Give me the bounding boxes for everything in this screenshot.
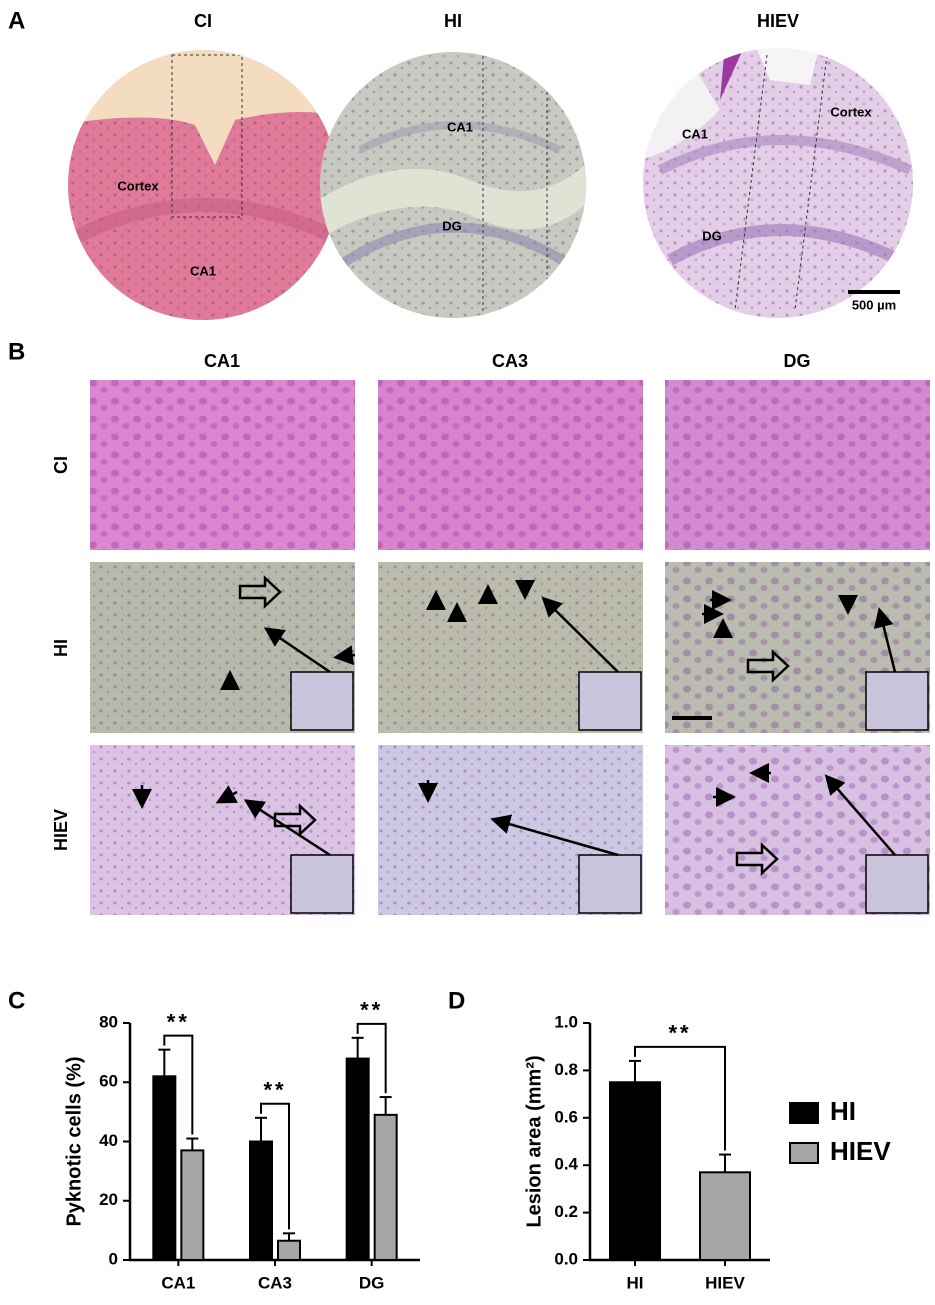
- x-tick-label: HIEV: [705, 1273, 745, 1292]
- region-label: CA1: [190, 263, 216, 278]
- micrograph-grid: [90, 380, 930, 915]
- significance-label: **: [360, 998, 383, 1023]
- micrograph: [320, 52, 586, 318]
- x-tick-label: DG: [359, 1273, 385, 1292]
- region-label: DG: [702, 228, 722, 243]
- bar: [277, 1239, 301, 1262]
- x-tick-label: HI: [627, 1273, 644, 1292]
- region-label: CA1: [447, 119, 473, 134]
- region-label: Cortex: [830, 104, 872, 119]
- significance-label: **: [668, 1021, 691, 1046]
- y-tick-label: 0: [109, 1249, 118, 1268]
- y-tick-label: 0.0: [554, 1249, 578, 1268]
- y-axis-title: Lesion area (mm²): [523, 1055, 545, 1227]
- significance-label: **: [167, 1009, 190, 1034]
- significance-label: **: [263, 1078, 286, 1103]
- column-title: HI: [444, 11, 462, 31]
- row-title: CI: [51, 456, 71, 474]
- y-tick-label: 0.4: [554, 1155, 578, 1174]
- y-tick-label: 60: [99, 1072, 118, 1091]
- region-label: Cortex: [117, 178, 159, 193]
- row-title: HIEV: [51, 809, 71, 851]
- region-label: DG: [442, 218, 462, 233]
- significance-bracket: [634, 1045, 726, 1151]
- legend-label: HIEV: [830, 1136, 891, 1166]
- y-axis-title: Pyknotic cells (%): [63, 1056, 85, 1226]
- column-title: CI: [194, 11, 212, 31]
- bar: [152, 1075, 177, 1261]
- y-tick-label: 0.6: [554, 1107, 578, 1126]
- panel-label: B: [8, 338, 25, 365]
- column-title: DG: [784, 351, 811, 371]
- bar: [699, 1171, 751, 1262]
- legend-swatch: [789, 1102, 819, 1124]
- legend-swatch: [789, 1142, 819, 1164]
- bar: [373, 1113, 398, 1262]
- column-title: CA1: [204, 351, 240, 371]
- bar: [180, 1149, 205, 1261]
- y-tick-label: 1.0: [554, 1012, 578, 1031]
- significance-bracket: [260, 1102, 290, 1230]
- bar: [345, 1057, 370, 1262]
- column-title: HIEV: [757, 11, 799, 31]
- micrograph: [643, 48, 913, 318]
- y-tick-label: 80: [99, 1012, 118, 1031]
- x-tick-label: CA3: [258, 1273, 292, 1292]
- bar: [609, 1081, 661, 1261]
- significance-bracket: [163, 1034, 194, 1135]
- y-tick-label: 0.2: [554, 1202, 578, 1221]
- micrograph: [68, 50, 338, 320]
- region-label: CA1: [682, 126, 708, 141]
- column-title: CA3: [492, 351, 528, 371]
- bar: [249, 1140, 273, 1261]
- y-tick-label: 20: [99, 1190, 118, 1209]
- significance-bracket: [356, 1022, 387, 1094]
- panel-label: C: [8, 987, 25, 1014]
- panel-label: D: [448, 987, 465, 1014]
- y-tick-label: 40: [99, 1131, 118, 1150]
- legend-label: HI: [830, 1096, 856, 1126]
- y-tick-label: 0.8: [554, 1060, 578, 1079]
- panel-label: A: [8, 7, 25, 34]
- scale-bar-label: 500 µm: [852, 297, 896, 312]
- row-title: HI: [51, 639, 71, 657]
- x-tick-label: CA1: [161, 1273, 195, 1292]
